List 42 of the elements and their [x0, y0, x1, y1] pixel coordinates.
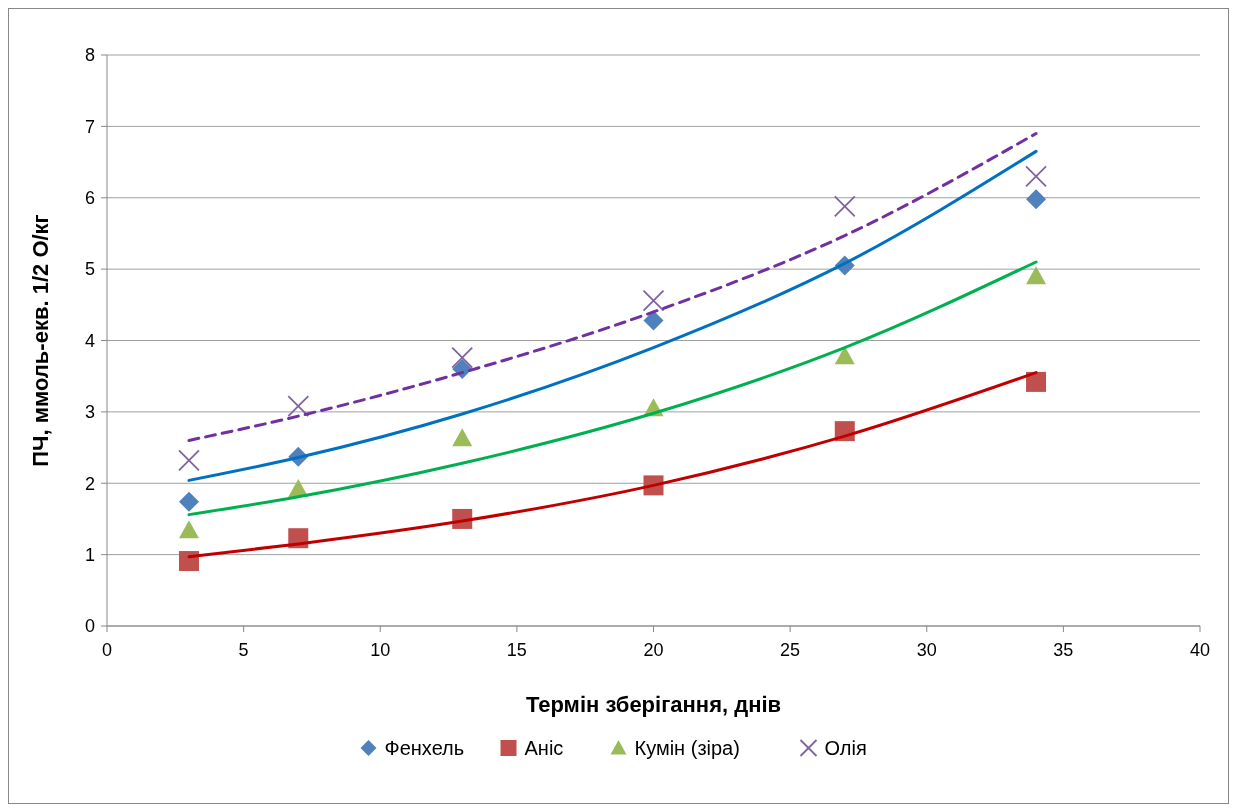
point — [452, 428, 473, 447]
x-axis-title: Термін зберігання, днів — [525, 692, 782, 717]
legend-label: Кумін (зіра) — [634, 737, 740, 759]
legend-label: Олія — [824, 737, 867, 759]
y-tick-label: 2 — [84, 473, 95, 494]
point — [1026, 266, 1047, 285]
y-axis-title: ПЧ, ммоль-екв. 1/2 O/кг — [28, 214, 53, 467]
legend-label: Фенхель — [384, 737, 465, 759]
y-tick-label: 0 — [84, 616, 95, 637]
point — [833, 195, 856, 218]
x-tick-label: 10 — [370, 640, 391, 660]
point — [1025, 165, 1047, 188]
point — [178, 551, 199, 572]
y-tick-label: 6 — [84, 188, 95, 209]
point — [451, 346, 474, 369]
y-tick-label: 4 — [84, 330, 95, 351]
point — [178, 449, 200, 472]
x-tick-label: 35 — [1053, 640, 1074, 660]
y-tick-label: 5 — [84, 259, 95, 280]
x-tick-label: 25 — [780, 640, 801, 660]
point — [178, 520, 199, 539]
x-tick-label: 5 — [238, 640, 249, 660]
x-tick-label: 0 — [101, 640, 113, 660]
x-tick-label: 20 — [643, 640, 664, 660]
line-series — [187, 132, 1038, 442]
legend-label: Аніс — [524, 737, 564, 759]
y-tick-label: 8 — [84, 45, 95, 66]
x-tick-label: 15 — [506, 640, 527, 660]
point — [287, 395, 310, 418]
point — [1026, 189, 1047, 210]
y-tick-label: 3 — [84, 402, 95, 423]
y-tick-label: 7 — [84, 116, 95, 137]
point — [642, 289, 665, 312]
point — [1026, 371, 1047, 392]
x-tick-label: 40 — [1189, 640, 1211, 660]
point — [643, 310, 664, 331]
line-series — [187, 260, 1038, 517]
point — [178, 491, 199, 512]
point — [834, 346, 855, 365]
x-tick-label: 30 — [916, 640, 937, 660]
line-series — [187, 149, 1038, 482]
y-tick-label: 1 — [84, 544, 95, 565]
